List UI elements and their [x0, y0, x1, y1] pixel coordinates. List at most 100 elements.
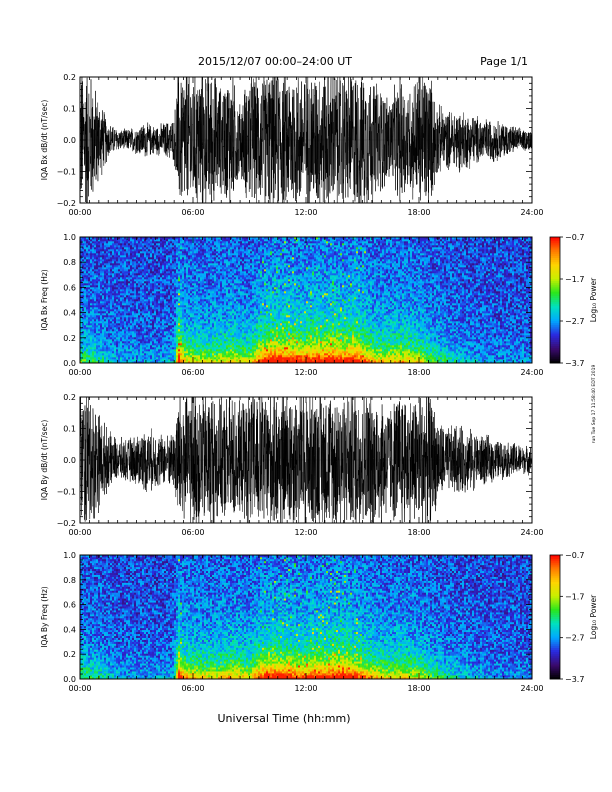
spectrogram-cell	[102, 245, 105, 248]
spectrogram-cell	[200, 325, 203, 328]
spectrogram-cell	[214, 279, 217, 282]
spectrogram-cell	[114, 243, 117, 246]
spectrogram-cell	[222, 331, 225, 334]
spectrogram-cell	[142, 331, 145, 334]
spectrogram-cell	[188, 237, 191, 240]
spectrogram-cell	[134, 343, 137, 346]
spectrogram-cell	[82, 349, 85, 352]
spectrogram-cell	[162, 359, 165, 362]
spectrogram-cell	[124, 321, 127, 324]
spectrogram-cell	[134, 329, 137, 332]
spectrogram-cell	[170, 361, 173, 364]
spectrogram-cell	[92, 327, 95, 330]
spectrogram-cell	[162, 245, 165, 248]
spectrogram-cell	[88, 297, 91, 300]
spectrogram-cell	[202, 321, 205, 324]
spectrogram-cell	[218, 289, 221, 292]
spectrogram-cell	[106, 351, 109, 354]
spectrogram-cell	[232, 293, 235, 296]
spectrogram-cell	[132, 241, 135, 244]
spectrogram-cell	[204, 263, 207, 266]
spectrogram-cell	[110, 253, 113, 256]
spectrogram-cell	[202, 309, 205, 312]
spectrogram-cell	[182, 301, 185, 304]
spectrogram-cell	[184, 247, 187, 250]
spectrogram-cell	[108, 303, 111, 306]
spectrogram-cell	[196, 305, 199, 308]
spectrogram-cell	[98, 311, 101, 314]
spectrogram-cell	[166, 325, 169, 328]
spectrogram-cell	[92, 329, 95, 332]
spectrogram-cell	[114, 261, 117, 264]
spectrogram-cell	[112, 313, 115, 316]
spectrogram-cell	[156, 335, 159, 338]
spectrogram-cell	[100, 331, 103, 334]
spectrogram-cell	[178, 295, 181, 298]
spectrogram-cell	[146, 291, 149, 294]
spectrogram-cell	[184, 255, 187, 258]
spectrogram-cell	[86, 267, 89, 270]
spectrogram-cell	[212, 269, 215, 272]
spectrogram-cell	[224, 343, 227, 346]
spectrogram-cell	[204, 347, 207, 350]
spectrogram-cell	[160, 335, 163, 338]
spectrogram-cell	[198, 359, 201, 362]
spectrogram-cell	[168, 351, 171, 354]
spectrogram-cell	[98, 301, 101, 304]
spectrogram-cell	[166, 343, 169, 346]
spectrogram-cell	[122, 259, 125, 262]
spectrogram-cell	[218, 335, 221, 338]
spectrogram-cell	[130, 353, 133, 356]
spectrogram-cell	[214, 301, 217, 304]
spectrogram-cell	[222, 303, 225, 306]
spectrogram-cell	[140, 301, 143, 304]
spectrogram-cell	[172, 259, 175, 262]
spectrogram-cell	[162, 299, 165, 302]
spectrogram-cell	[132, 257, 135, 260]
spectrogram-cell	[136, 331, 139, 334]
spectrogram-cell	[184, 319, 187, 322]
spectrogram-cell	[156, 323, 159, 326]
spectrogram-cell	[114, 307, 117, 310]
spectrogram-cell	[202, 353, 205, 356]
spectrogram-cell	[172, 299, 175, 302]
spectrogram-cell	[230, 241, 233, 244]
spectrogram-cell	[176, 255, 179, 258]
spectrogram-cell	[196, 359, 199, 362]
spectrogram-cell	[80, 327, 83, 330]
spectrogram-cell	[166, 265, 169, 268]
spectrogram-cell	[220, 329, 223, 332]
spectrogram-cell	[176, 327, 179, 330]
spectrogram-cell	[202, 291, 205, 294]
spectrogram-cell	[106, 283, 109, 286]
spectrogram-cell	[204, 289, 207, 292]
spectrogram-cell	[186, 277, 189, 280]
spectrogram-cell	[112, 299, 115, 302]
spectrogram-cell	[82, 357, 85, 360]
spectrogram-cell	[146, 243, 149, 246]
spectrogram-cell	[114, 275, 117, 278]
spectrogram-cell	[82, 345, 85, 348]
spectrogram-cell	[140, 347, 143, 350]
spectrogram-cell	[124, 285, 127, 288]
spectrogram-cell	[84, 309, 87, 312]
spectrogram-cell	[90, 297, 93, 300]
spectrogram-cell	[90, 303, 93, 306]
spectrogram-cell	[180, 301, 183, 304]
spectrogram-cell	[104, 249, 107, 252]
spectrogram-cell	[158, 265, 161, 268]
spectrogram-cell	[188, 243, 191, 246]
spectrogram-cell	[122, 351, 125, 354]
spectrogram-cell	[200, 241, 203, 244]
spectrogram-cell	[118, 239, 121, 242]
spectrogram-cell	[122, 345, 125, 348]
spectrogram-cell	[202, 257, 205, 260]
spectrogram-cell	[194, 273, 197, 276]
spectrogram-cell	[184, 251, 187, 254]
spectrogram-cell	[184, 315, 187, 318]
spectrogram-cell	[122, 285, 125, 288]
spectrogram-cell	[94, 257, 97, 260]
spectrogram-cell	[138, 335, 141, 338]
spectrogram-cell	[196, 327, 199, 330]
spectrogram-cell	[174, 299, 177, 302]
